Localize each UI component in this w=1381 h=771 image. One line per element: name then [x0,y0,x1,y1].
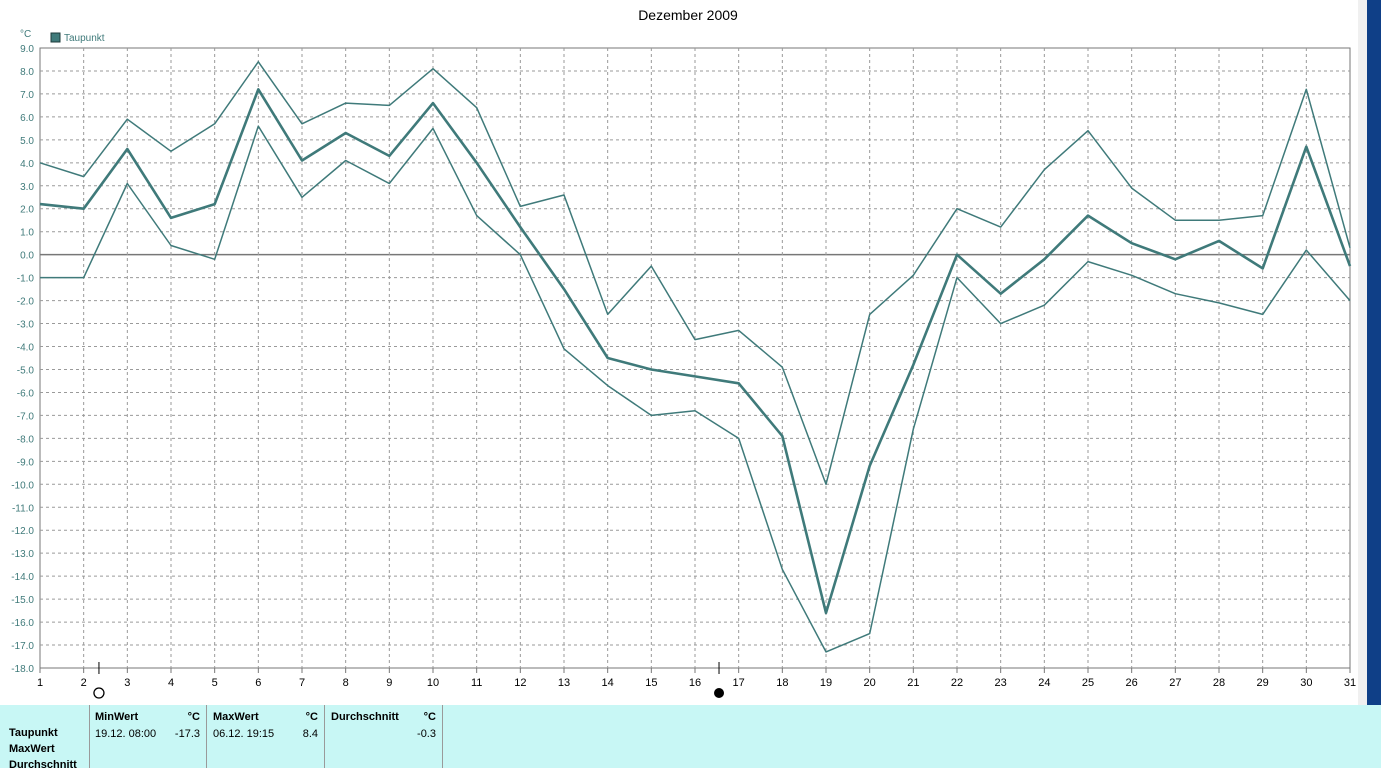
x-tick-label: 25 [1082,677,1094,689]
y-tick-label: -16.0 [11,618,34,629]
stats-panel: Taupunkt MaxWert Durchschnitt MinWert °C… [0,705,1381,771]
y-tick-label: -7.0 [17,411,35,422]
x-tick-label: 10 [427,677,439,689]
x-tick-label: 1 [37,677,43,689]
stats-col-header: Durchschnitt [331,711,399,723]
stats-col-avg: Durchschnitt °C -0.3 [324,705,443,768]
x-tick-label: 7 [299,677,305,689]
series-line-mean [39,88,1352,615]
x-tick-label: 16 [689,677,701,689]
x-tick-label: 2 [81,677,87,689]
y-tick-label: 0.0 [20,251,34,262]
stats-row-label: Taupunkt [9,727,58,739]
y-tick-label: -1.0 [17,274,35,285]
y-tick-label: 1.0 [20,228,34,239]
y-tick-label: 7.0 [20,90,34,101]
full-moon-icon [714,688,725,698]
y-tick-label: -3.0 [17,320,35,331]
x-tick-label: 18 [776,677,788,689]
y-tick-label: 3.0 [20,182,34,193]
y-tick-label: -11.0 [12,503,34,514]
stats-col-unit: °C [305,711,318,723]
stats-row-label: Durchschnitt [9,759,77,771]
series-line-min [40,125,1351,653]
stats-col-unit: °C [423,711,436,723]
window-border [1367,0,1381,706]
y-tick-label: 2.0 [20,205,34,216]
y-tick-label: -14.0 [11,572,34,583]
x-tick-label: 8 [343,677,349,689]
x-tick-label: 13 [558,677,570,689]
x-tick-label: 31 [1344,677,1356,689]
y-tick-label: -5.0 [17,365,35,376]
x-tick-label: 21 [907,677,919,689]
x-tick-label: 5 [212,677,218,689]
stats-row-label: MaxWert [9,743,55,755]
x-tick-label: 6 [255,677,261,689]
x-tick-label: 20 [864,677,876,689]
chart: Dezember 2009 °C Taupunkt 9.0 8.0 7.0 6.0 5.… [11,7,1356,699]
x-tick-label: 3 [124,677,130,689]
y-tick-label: -15.0 [11,595,34,606]
y-tick-label: -9.0 [17,457,35,468]
stats-min-date: 19.12. 08:00 [95,728,157,740]
series-line-max [39,61,1351,486]
chart-title: Dezember 2009 [638,7,738,23]
x-tick-label: 26 [1126,677,1138,689]
x-tick-label: 24 [1038,677,1050,689]
y-tick-label: -18.0 [11,664,34,675]
stats-min-value: -17.3 [174,728,200,740]
y-tick-label: -13.0 [11,549,34,560]
stats-col-header: MinWert [95,711,139,723]
y-tick-label: -8.0 [17,434,35,445]
x-tick-label: 17 [733,677,745,689]
y-tick-label: 9.0 [20,44,34,55]
y-tick-label: 8.0 [20,67,34,78]
stats-col-max: MaxWert °C 06.12. 19:15 8.4 [206,705,324,768]
y-tick-label: -4.0 [17,343,35,354]
window-edge [1358,0,1367,706]
x-tick-label: 14 [602,677,614,689]
x-tick-label: 11 [471,677,482,689]
new-moon-icon [93,687,105,699]
y-tick-label: -6.0 [17,388,35,399]
y-tick-label: 4.0 [20,159,34,170]
legend-swatch [50,32,61,43]
x-tick-label: 15 [645,677,657,689]
stats-avg-value: -0.3 [417,728,436,740]
y-tick-label: 5.0 [20,136,34,147]
y-tick-label: -17.0 [11,641,34,652]
x-tick-label: 19 [820,677,832,689]
stats-col-min: MinWert °C 19.12. 08:00 -17.3 [89,705,206,768]
x-tick-label: 30 [1300,677,1312,689]
x-tick-label: 9 [386,677,392,689]
x-tick-label: 28 [1213,677,1225,689]
y-tick-label: -2.0 [17,297,35,308]
y-tick-label: -12.0 [11,526,34,537]
stats-col-unit: °C [187,711,200,723]
stats-col-header: MaxWert [213,711,259,723]
stats-max-date: 06.12. 19:15 [213,728,275,740]
y-tick-label: 6.0 [20,113,34,124]
x-tick-label: 23 [995,677,1007,689]
y-tick-label: -10.0 [11,480,34,491]
y-unit-label: °C [20,29,31,40]
x-tick-label: 4 [168,677,174,689]
stats-max-value: 8.4 [302,728,318,740]
x-tick-label: 27 [1169,677,1181,689]
x-tick-label: 29 [1257,677,1269,689]
legend-label: Taupunkt [64,33,105,44]
x-tick-label: 22 [951,677,963,689]
x-tick-label: 12 [514,677,526,689]
